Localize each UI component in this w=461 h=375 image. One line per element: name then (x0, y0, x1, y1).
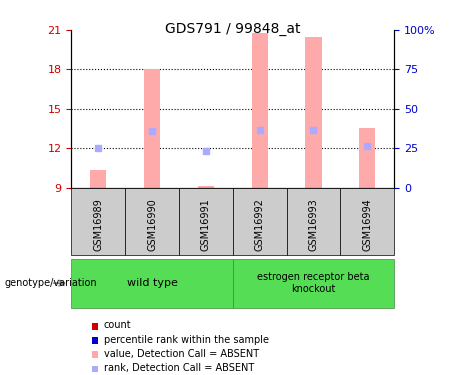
Bar (90, 170, 106, 188)
Text: GSM16991: GSM16991 (201, 198, 211, 251)
Text: count: count (104, 321, 131, 330)
Text: genotype/variation: genotype/variation (5, 278, 97, 288)
Text: wild type: wild type (127, 278, 177, 288)
Bar (305, 37, 321, 188)
Text: estrogen receptor beta
knockout: estrogen receptor beta knockout (257, 272, 370, 294)
Text: rank, Detection Call = ABSENT: rank, Detection Call = ABSENT (104, 363, 254, 373)
Bar (198, 186, 214, 188)
Text: GSM16989: GSM16989 (93, 198, 103, 251)
Text: percentile rank within the sample: percentile rank within the sample (104, 335, 269, 345)
Text: value, Detection Call = ABSENT: value, Detection Call = ABSENT (104, 349, 259, 359)
Text: GDS791 / 99848_at: GDS791 / 99848_at (165, 22, 301, 36)
Text: GSM16993: GSM16993 (308, 198, 319, 251)
Text: GSM16994: GSM16994 (362, 198, 372, 251)
Bar (359, 128, 375, 188)
Text: GSM16992: GSM16992 (254, 198, 265, 251)
Text: GSM16990: GSM16990 (147, 198, 157, 251)
Bar (252, 33, 268, 188)
Bar (144, 69, 160, 188)
